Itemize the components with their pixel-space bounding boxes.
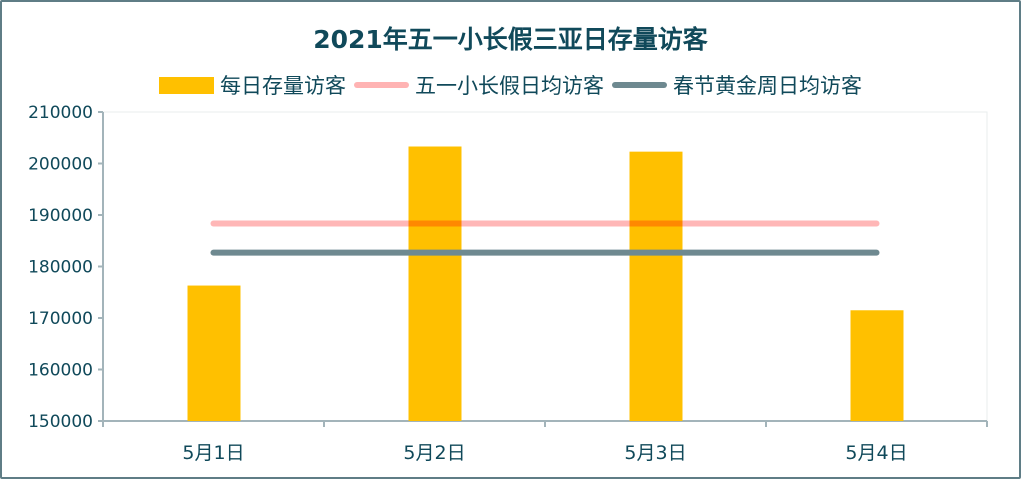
legend-item-may-avg[interactable]: 五一小长假日均访客 bbox=[354, 70, 604, 100]
line-overlap bbox=[408, 220, 462, 227]
y-tick-label: 150000 bbox=[28, 412, 93, 432]
legend-swatch-line bbox=[612, 82, 667, 88]
x-tick-label: 5月2日 bbox=[403, 442, 465, 464]
line-point bbox=[211, 221, 216, 226]
bar bbox=[850, 310, 904, 421]
y-tick-label: 210000 bbox=[28, 103, 93, 123]
y-tick-label: 160000 bbox=[28, 361, 93, 381]
x-tick-label: 5月4日 bbox=[845, 442, 907, 464]
line-point bbox=[874, 221, 879, 226]
y-tick-label: 200000 bbox=[28, 155, 93, 175]
chart-container: 2021年五一小长假三亚日存量访客 每日存量访客 五一小长假日均访客 春节黄金周… bbox=[0, 0, 1021, 479]
y-tick-label: 180000 bbox=[28, 258, 93, 278]
y-tick-label: 190000 bbox=[28, 206, 93, 226]
x-tick-label: 5月3日 bbox=[624, 442, 686, 464]
legend: 每日存量访客 五一小长假日均访客 春节黄金周日均访客 bbox=[2, 70, 1019, 100]
bar bbox=[408, 146, 462, 421]
legend-swatch-line bbox=[354, 82, 409, 88]
line-overlap bbox=[629, 220, 683, 227]
legend-label: 春节黄金周日均访客 bbox=[673, 74, 862, 98]
line-point bbox=[211, 250, 216, 255]
line-point bbox=[432, 250, 437, 255]
legend-item-bar[interactable]: 每日存量访客 bbox=[159, 70, 346, 100]
bar bbox=[187, 285, 241, 421]
y-tick-label: 170000 bbox=[28, 309, 93, 329]
plot-area: 150000 160000 170000 180000 190000 200000 2100… bbox=[28, 103, 988, 464]
legend-label: 五一小长假日均访客 bbox=[415, 74, 604, 98]
legend-item-spring-avg[interactable]: 春节黄金周日均访客 bbox=[612, 70, 862, 100]
line-point bbox=[653, 250, 658, 255]
legend-swatch-bar bbox=[159, 76, 214, 94]
line-point bbox=[874, 250, 879, 255]
x-tick-label: 5月1日 bbox=[182, 442, 244, 464]
legend-label: 每日存量访客 bbox=[220, 74, 346, 98]
bar bbox=[629, 151, 683, 421]
chart-title: 2021年五一小长假三亚日存量访客 bbox=[313, 25, 708, 54]
